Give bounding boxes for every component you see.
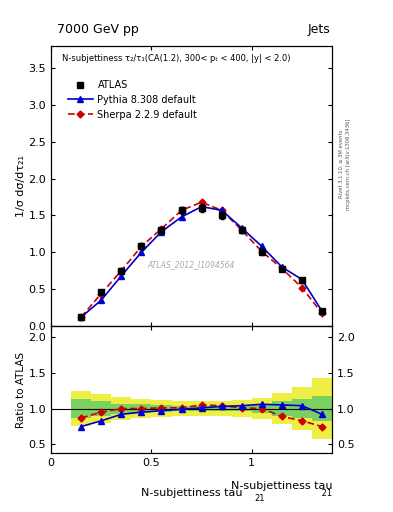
Text: N-subjettiness tau: N-subjettiness tau [141, 487, 242, 498]
Y-axis label: Ratio to ATLAS: Ratio to ATLAS [16, 351, 26, 428]
Text: mcplots.cern.ch [arXiv:1306.3436]: mcplots.cern.ch [arXiv:1306.3436] [347, 118, 351, 209]
Text: N-subjettiness tau: N-subjettiness tau [231, 481, 332, 491]
Text: 7000 GeV pp: 7000 GeV pp [57, 23, 139, 36]
Text: N-subjettiness τ₂/τ₁(CA(1.2), 300< pₜ < 400, |y| < 2.0): N-subjettiness τ₂/τ₁(CA(1.2), 300< pₜ < … [62, 54, 291, 63]
Text: Rivet 3.1.10, ≥ 3M events: Rivet 3.1.10, ≥ 3M events [339, 130, 343, 198]
Text: 21: 21 [256, 489, 332, 498]
Text: ATLAS_2012_I1094564: ATLAS_2012_I1094564 [148, 260, 235, 269]
Text: 21: 21 [255, 494, 265, 503]
Legend: ATLAS, Pythia 8.308 default, Sherpa 2.2.9 default: ATLAS, Pythia 8.308 default, Sherpa 2.2.… [64, 76, 201, 123]
Y-axis label: 1/σ dσ/dτ₂₁: 1/σ dσ/dτ₂₁ [16, 155, 26, 217]
Text: Jets: Jets [307, 23, 330, 36]
